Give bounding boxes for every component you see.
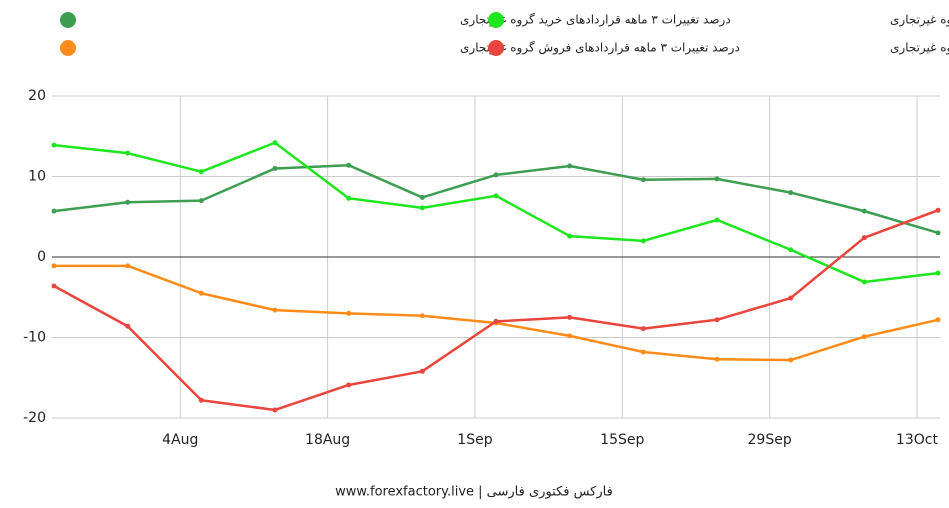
data-point — [861, 208, 867, 214]
data-point — [714, 217, 720, 223]
legend-swatch — [60, 40, 76, 56]
data-point — [640, 238, 646, 244]
data-point — [198, 169, 204, 175]
data-point — [272, 307, 278, 313]
data-point — [640, 326, 646, 332]
footer: www.forexfactory.live | فارکس فکتوری فار… — [335, 485, 613, 500]
data-point — [346, 310, 352, 316]
legend-label: درصد تغییرات ۳ ماهه قراردادهای فروش گروه… — [460, 41, 740, 56]
legend-swatch — [488, 40, 504, 56]
data-point — [567, 163, 573, 169]
data-point — [419, 313, 425, 319]
y-tick-label: 10 — [28, 169, 46, 185]
data-point — [567, 233, 573, 239]
data-point — [935, 207, 941, 213]
data-point — [419, 205, 425, 211]
y-tick-label: -10 — [23, 330, 46, 346]
data-point — [51, 283, 57, 289]
x-tick-label: 29Sep — [748, 432, 792, 448]
data-point — [272, 165, 278, 171]
x-tick-label: 13Oct — [896, 432, 939, 448]
data-point — [861, 279, 867, 285]
data-point — [861, 334, 867, 340]
data-point — [493, 318, 499, 324]
y-tick-label: 0 — [37, 249, 46, 265]
x-tick-label: 1Sep — [457, 432, 492, 448]
data-point — [125, 199, 131, 205]
data-point — [861, 235, 867, 241]
data-point — [272, 407, 278, 413]
data-point — [493, 193, 499, 199]
x-tick-label: 18Aug — [305, 432, 350, 448]
data-point — [51, 208, 57, 214]
data-point — [272, 140, 278, 146]
data-point — [346, 382, 352, 388]
data-point — [567, 314, 573, 320]
data-point — [198, 397, 204, 403]
data-point — [198, 198, 204, 204]
data-point — [51, 263, 57, 269]
data-point — [788, 190, 794, 196]
data-point — [567, 333, 573, 339]
data-point — [935, 270, 941, 276]
legend-label: درصد تغییرات ۱ ماهه قراردادهای خرید گروه… — [890, 13, 949, 28]
legend-swatch — [60, 12, 76, 28]
data-point — [125, 150, 131, 156]
data-point — [640, 349, 646, 355]
y-tick-label: 20 — [28, 88, 46, 104]
data-point — [51, 142, 57, 148]
data-point — [714, 356, 720, 362]
data-point — [125, 263, 131, 269]
data-point — [935, 230, 941, 236]
series-line — [54, 264, 939, 362]
data-point — [346, 195, 352, 201]
data-point — [419, 194, 425, 200]
data-point — [125, 323, 131, 329]
data-point — [714, 176, 720, 182]
x-tick-label: 15Sep — [600, 432, 644, 448]
data-point — [198, 290, 204, 296]
data-point — [788, 295, 794, 301]
data-point — [788, 247, 794, 253]
series-line — [53, 209, 939, 412]
legend-swatch — [488, 12, 504, 28]
data-point — [493, 172, 499, 178]
data-point — [935, 317, 941, 323]
series-line — [53, 141, 939, 284]
data-point — [419, 368, 425, 374]
legend-label: درصد تغییرات ۱ ماهه قراردادهای فروش گروه… — [890, 41, 949, 56]
data-point — [714, 317, 720, 323]
data-point — [640, 177, 646, 183]
y-tick-label: -20 — [23, 410, 46, 426]
data-point — [788, 357, 794, 363]
legend-label: درصد تغییرات ۳ ماهه قراردادهای خرید گروه… — [460, 13, 731, 28]
data-point — [346, 162, 352, 168]
x-tick-label: 4Aug — [162, 432, 198, 448]
